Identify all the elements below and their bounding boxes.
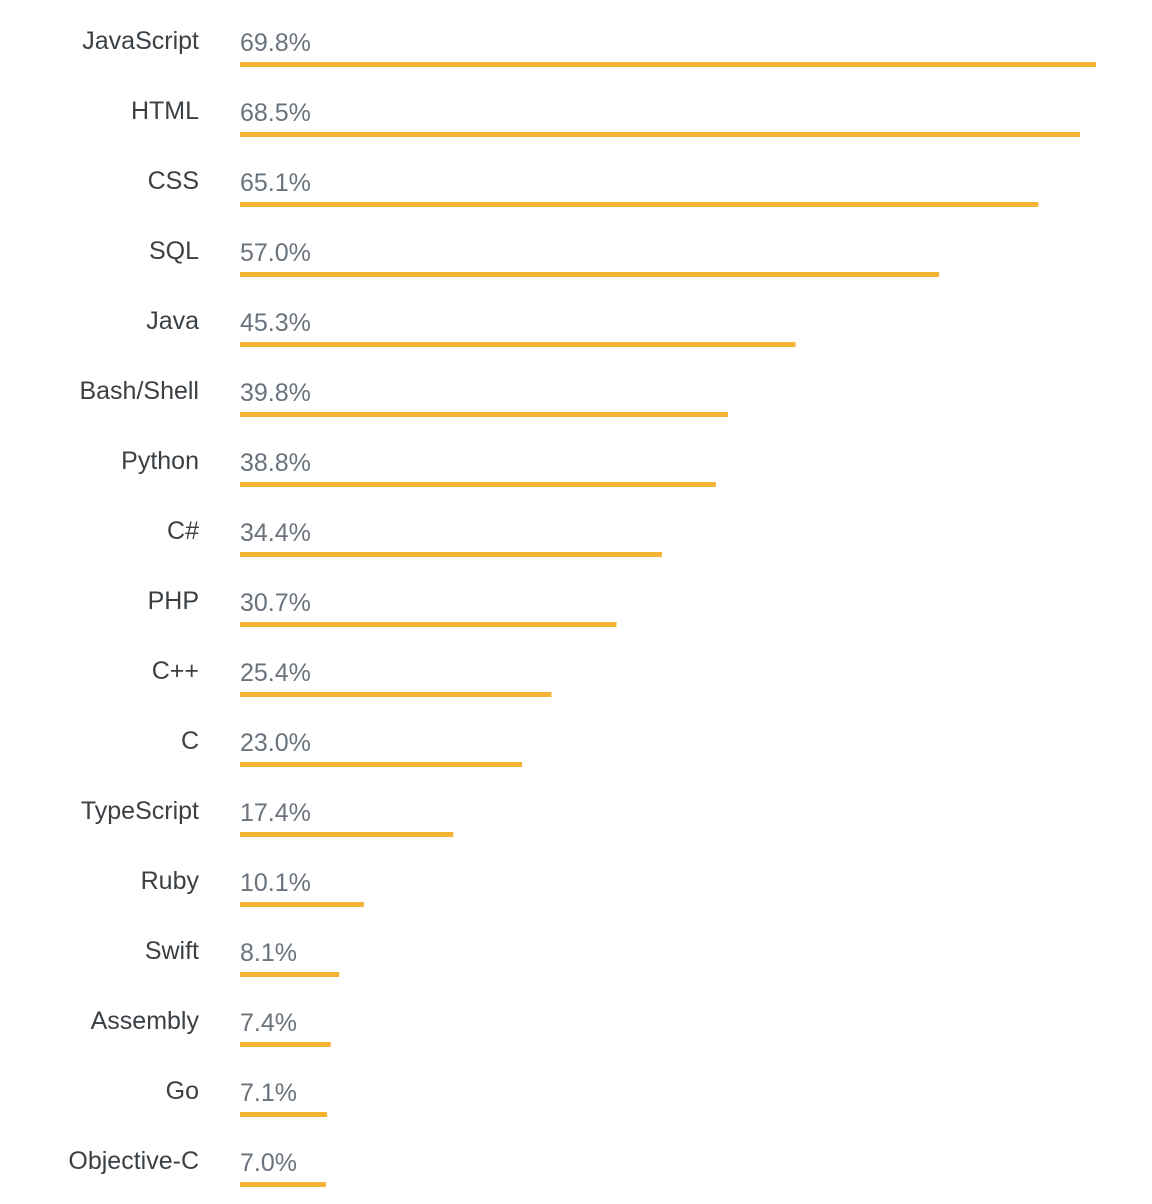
- value-label: 10.1%: [240, 869, 311, 897]
- value-label: 57.0%: [240, 239, 311, 267]
- bar-row: Assembly 7.4%: [91, 1007, 331, 1047]
- category-label: C++: [152, 657, 199, 685]
- bar: [240, 1042, 331, 1047]
- bar: [240, 1112, 328, 1117]
- bar: [240, 342, 796, 347]
- category-label: CSS: [148, 167, 199, 195]
- bar-row: Ruby 10.1%: [141, 867, 364, 907]
- bar: [240, 902, 364, 907]
- bar: [240, 692, 552, 697]
- bar: [240, 832, 454, 837]
- category-label: Objective-C: [68, 1147, 199, 1175]
- bar: [240, 132, 1081, 137]
- value-label: 38.8%: [240, 449, 311, 477]
- bar: [240, 62, 1096, 67]
- bar-row: Go 7.1%: [166, 1077, 328, 1117]
- bar-row: PHP 30.7%: [148, 587, 617, 627]
- category-label: C: [181, 727, 199, 755]
- value-label: 30.7%: [240, 589, 311, 617]
- value-label: 68.5%: [240, 99, 311, 127]
- value-label: 7.0%: [240, 1149, 297, 1177]
- value-label: 7.4%: [240, 1009, 297, 1037]
- value-label: 69.8%: [240, 29, 311, 57]
- bar-row: C 23.0%: [181, 727, 523, 767]
- category-label: HTML: [131, 97, 199, 125]
- bar-row: Java 45.3%: [146, 307, 796, 347]
- category-label: Ruby: [141, 867, 200, 895]
- value-label: 17.4%: [240, 799, 311, 827]
- value-label: 8.1%: [240, 939, 297, 967]
- value-label: 34.4%: [240, 519, 311, 547]
- bar-row: Bash/Shell 39.8%: [79, 377, 729, 417]
- category-label: Python: [121, 447, 199, 475]
- bar-row: C# 34.4%: [167, 517, 662, 557]
- bar-row: JavaScript 69.8%: [82, 27, 1096, 67]
- bar: [240, 1182, 326, 1187]
- value-label: 65.1%: [240, 169, 311, 197]
- bar-row: Swift 8.1%: [145, 937, 340, 977]
- bar: [240, 272, 940, 277]
- category-label: Bash/Shell: [79, 377, 199, 405]
- category-label: C#: [167, 517, 199, 545]
- bar: [240, 972, 340, 977]
- bar-row: HTML 68.5%: [131, 97, 1081, 137]
- category-label: SQL: [149, 237, 199, 265]
- bar: [240, 762, 523, 767]
- category-label: PHP: [148, 587, 199, 615]
- bar-row: C++ 25.4%: [152, 657, 552, 697]
- bar-row: TypeScript 17.4%: [81, 797, 454, 837]
- bar: [240, 202, 1039, 207]
- bar: [240, 622, 617, 627]
- bar: [240, 412, 729, 417]
- category-label: Java: [146, 307, 199, 335]
- bar-row: SQL 57.0%: [149, 237, 940, 277]
- bar-row: Python 38.8%: [121, 447, 716, 487]
- bar-row: Objective-C 7.0%: [68, 1147, 326, 1187]
- category-label: TypeScript: [81, 797, 199, 825]
- category-label: JavaScript: [82, 27, 199, 55]
- bar-row: CSS 65.1%: [148, 167, 1039, 207]
- value-label: 23.0%: [240, 729, 311, 757]
- category-label: Swift: [145, 937, 199, 965]
- value-label: 39.8%: [240, 379, 311, 407]
- category-label: Assembly: [91, 1007, 200, 1035]
- category-label: Go: [166, 1077, 199, 1105]
- value-label: 7.1%: [240, 1079, 297, 1107]
- value-label: 45.3%: [240, 309, 311, 337]
- bar: [240, 482, 716, 487]
- value-label: 25.4%: [240, 659, 311, 687]
- bar: [240, 552, 662, 557]
